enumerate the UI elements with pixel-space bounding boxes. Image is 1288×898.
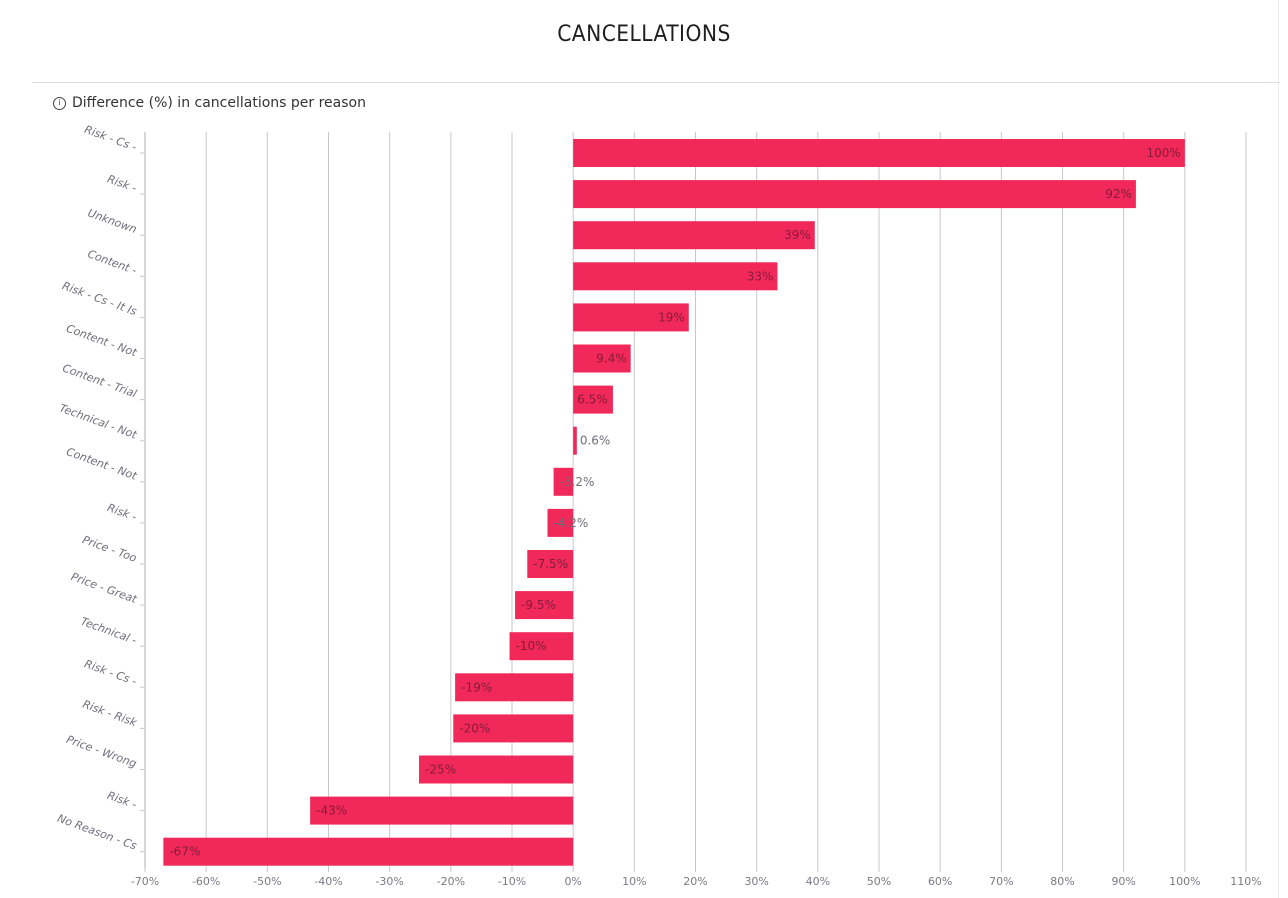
gridlines: [144, 132, 1247, 868]
x-tick-label: 110%: [1230, 875, 1261, 888]
x-tick-label: 20%: [683, 875, 707, 888]
bar[interactable]: [163, 837, 574, 866]
x-tick-label: 10%: [622, 875, 646, 888]
bar[interactable]: [310, 796, 574, 825]
x-tick-label: -30%: [375, 875, 403, 888]
category-label: No Reason - Cs: [56, 812, 139, 853]
bar[interactable]: [573, 139, 1185, 167]
category-label: Content -: [86, 247, 139, 277]
x-tick-label: -10%: [498, 875, 526, 888]
header-divider: [32, 82, 1280, 83]
x-tick-label: -20%: [437, 875, 465, 888]
bar[interactable]: [573, 385, 613, 414]
panel-edge: [1278, 0, 1279, 898]
category-label: Risk - Cs -: [83, 657, 139, 688]
category-label: Technical - Not: [58, 402, 139, 442]
data-label: -7.5%: [533, 557, 568, 571]
data-label: 6.5%: [577, 393, 608, 407]
data-label: -3.2%: [560, 475, 595, 489]
bar[interactable]: [453, 714, 574, 743]
x-tick-label: -50%: [253, 875, 281, 888]
data-label: -19%: [461, 680, 492, 694]
x-tick-label: -60%: [192, 875, 220, 888]
category-label: Technical -: [79, 615, 138, 647]
x-tick-label: 50%: [867, 875, 891, 888]
bar[interactable]: [515, 591, 574, 620]
category-label: Content - Trial: [61, 362, 139, 401]
data-label: -67%: [169, 845, 200, 859]
visual-header: i Difference (%) in cancellations per re…: [53, 95, 366, 111]
data-label: -25%: [425, 763, 456, 777]
bar[interactable]: [573, 344, 631, 373]
x-tick-label: -70%: [131, 875, 159, 888]
category-label: Risk - Cs - It Is: [61, 279, 139, 318]
x-tick-label: 30%: [744, 875, 768, 888]
data-label: -43%: [316, 804, 347, 818]
visual-subtitle: Difference (%) in cancellations per reas…: [72, 95, 366, 111]
page-title: CANCELLATIONS: [557, 22, 731, 47]
data-label: 0.6%: [580, 434, 611, 448]
x-axis: -70% -60% -50% -40% -30% -20% -10% 0% 10% 20% 30% 4…: [131, 868, 1262, 888]
bar[interactable]: [553, 467, 574, 496]
category-label: Content - Not: [64, 322, 139, 360]
category-label: Risk -: [106, 789, 139, 812]
x-tick-label: 40%: [806, 875, 830, 888]
data-label: -10%: [516, 639, 547, 653]
data-label: 39%: [784, 228, 811, 242]
data-label: 9.4%: [596, 352, 627, 366]
data-label: -4.2%: [553, 516, 588, 530]
bar[interactable]: [573, 426, 577, 455]
data-labels: 100% 92% 39% 33% 19% 9.4% 6.5% 0.6% -3.2% -4.2% -7…: [169, 146, 1180, 859]
category-label: Risk -: [106, 172, 139, 195]
data-label: -20%: [459, 721, 490, 735]
bar[interactable]: [573, 262, 778, 291]
category-label: Price - Great: [69, 570, 139, 606]
x-tick-label: 80%: [1050, 875, 1074, 888]
category-label: Risk - Cs -: [83, 123, 139, 154]
bar[interactable]: [419, 755, 574, 784]
data-label: 100%: [1147, 146, 1181, 160]
x-tick-label: -40%: [314, 875, 342, 888]
bars: [163, 139, 1185, 866]
bar[interactable]: [547, 508, 574, 537]
category-label: Price - Too: [81, 533, 139, 565]
data-label: 19%: [658, 310, 685, 324]
data-label: -9.5%: [521, 598, 556, 612]
x-tick-label: 100%: [1169, 875, 1200, 888]
category-label: Content - Not: [64, 445, 139, 483]
category-label: Risk -: [106, 501, 139, 524]
x-tick-label: 60%: [928, 875, 952, 888]
bar[interactable]: [573, 180, 1136, 209]
x-tick-label: 70%: [989, 875, 1013, 888]
x-tick-label: 0%: [564, 875, 581, 888]
category-label: Risk - Risk: [81, 698, 139, 730]
bar[interactable]: [455, 673, 574, 702]
info-circle-icon[interactable]: i: [53, 96, 66, 110]
data-label: 92%: [1105, 187, 1132, 201]
bar[interactable]: [573, 221, 815, 250]
bar[interactable]: [573, 303, 689, 332]
data-label: 33%: [747, 269, 774, 283]
x-tick-label: 90%: [1111, 875, 1135, 888]
bar[interactable]: [509, 632, 574, 661]
bar[interactable]: [527, 550, 574, 578]
category-label: Price - Wrong: [65, 733, 139, 770]
category-label: Unknown: [86, 206, 138, 236]
